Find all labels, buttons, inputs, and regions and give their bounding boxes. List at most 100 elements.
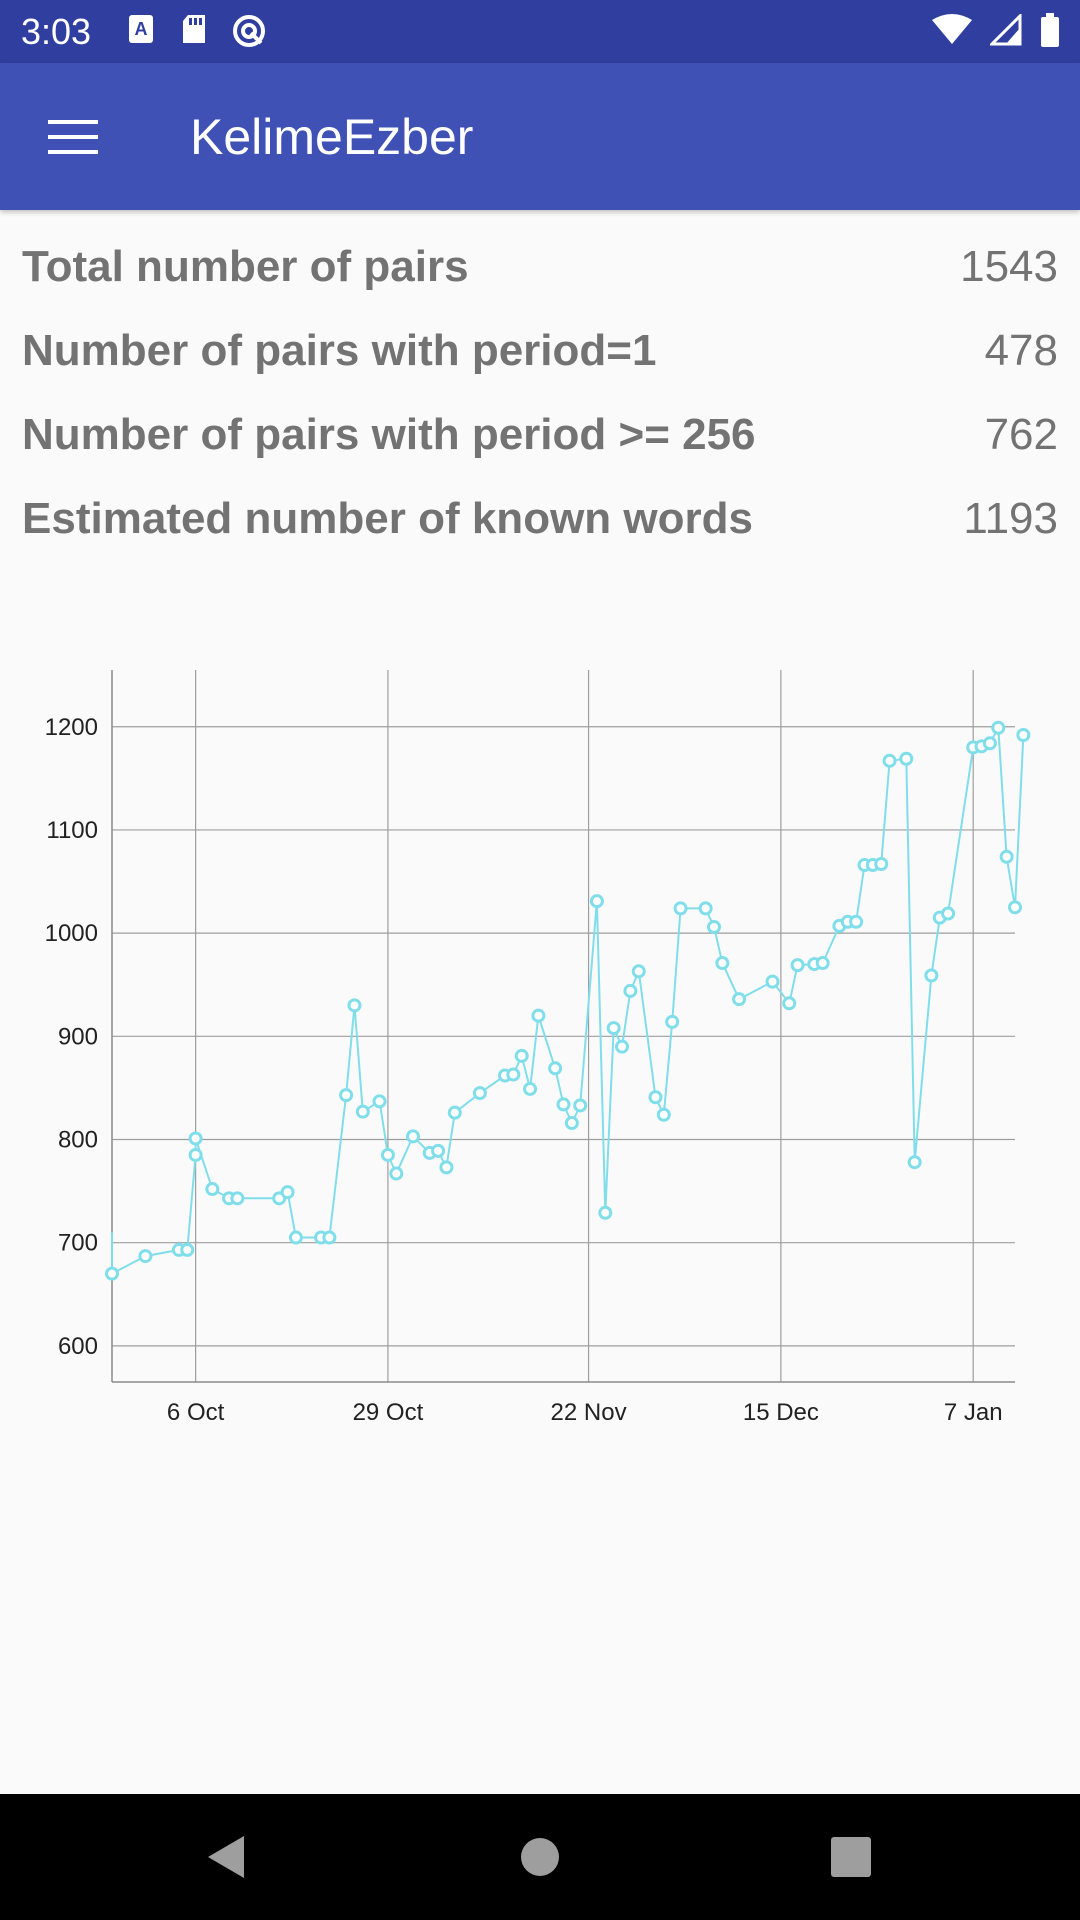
data-point bbox=[514, 1048, 529, 1063]
data-point bbox=[648, 1090, 663, 1105]
app-bar: KelimeEzber bbox=[0, 63, 1080, 210]
data-point bbox=[523, 1081, 538, 1096]
data-point bbox=[815, 956, 830, 971]
data-point bbox=[372, 1094, 387, 1109]
y-tick-label: 900 bbox=[58, 1023, 98, 1050]
data-point bbox=[355, 1104, 370, 1119]
data-point bbox=[899, 751, 914, 766]
known-words-chart[interactable]: 600 700 800 900 1000 1100 1200 6 Oct 29 Oct 22 No… bbox=[0, 640, 1080, 1440]
data-point bbox=[280, 1185, 295, 1200]
sd-card-icon bbox=[183, 15, 205, 43]
data-point bbox=[380, 1147, 395, 1162]
x-tick-label: 6 Oct bbox=[167, 1399, 225, 1426]
data-point bbox=[1008, 900, 1022, 915]
data-point bbox=[573, 1098, 588, 1113]
data-point bbox=[874, 856, 889, 871]
stat-label: Number of pairs with period=1 bbox=[22, 326, 657, 375]
svg-text:A: A bbox=[135, 19, 148, 39]
sync-circle-icon bbox=[233, 15, 265, 47]
menu-button[interactable] bbox=[38, 107, 110, 167]
y-tick-label: 700 bbox=[58, 1230, 98, 1257]
app-title: KelimeEzber bbox=[190, 109, 474, 165]
data-point bbox=[389, 1166, 404, 1181]
stat-value: 1193 bbox=[963, 494, 1058, 543]
recents-square-icon[interactable] bbox=[818, 1824, 884, 1890]
data-point bbox=[606, 1021, 621, 1036]
data-point bbox=[288, 1230, 303, 1245]
wifi-icon bbox=[932, 14, 972, 44]
y-tick-label: 800 bbox=[58, 1127, 98, 1154]
series-line bbox=[111, 724, 1025, 1276]
cell-signal-icon bbox=[990, 14, 1022, 46]
data-point bbox=[732, 992, 747, 1007]
data-point bbox=[322, 1230, 337, 1245]
stat-value: 478 bbox=[984, 326, 1058, 375]
data-point bbox=[188, 1147, 203, 1162]
data-point bbox=[698, 901, 713, 916]
data-point bbox=[656, 1107, 671, 1122]
data-point bbox=[506, 1067, 521, 1082]
data-point bbox=[138, 1249, 153, 1264]
data-point bbox=[180, 1242, 195, 1257]
stat-row-total-pairs: Total number of pairs 1543 bbox=[0, 225, 1080, 309]
y-tick-label: 1100 bbox=[46, 817, 98, 844]
data-point bbox=[230, 1191, 245, 1206]
data-point bbox=[598, 1205, 613, 1220]
stats-list: Total number of pairs 1543 Number of pai… bbox=[0, 225, 1080, 561]
data-point bbox=[615, 1039, 630, 1054]
data-point bbox=[447, 1105, 462, 1120]
chart-svg[interactable]: 600 700 800 900 1000 1100 1200 6 Oct 29 Oct 22 No… bbox=[0, 640, 1080, 1440]
y-tick-label: 1000 bbox=[45, 920, 98, 947]
x-tick-label: 15 Dec bbox=[743, 1399, 819, 1426]
status-bar: 3:03 A bbox=[0, 0, 1080, 63]
battery-icon bbox=[1041, 13, 1059, 47]
a-font-icon: A bbox=[129, 15, 153, 43]
data-point bbox=[924, 968, 939, 983]
data-point bbox=[431, 1143, 446, 1158]
data-point bbox=[631, 964, 646, 979]
data-point bbox=[564, 1115, 579, 1130]
stat-label: Estimated number of known words bbox=[22, 494, 753, 543]
data-point bbox=[439, 1160, 454, 1175]
data-point bbox=[339, 1088, 354, 1103]
navigation-bar bbox=[0, 1794, 1080, 1920]
data-point bbox=[347, 998, 362, 1013]
data-point bbox=[941, 906, 956, 921]
data-point bbox=[882, 753, 897, 768]
data-point bbox=[472, 1086, 487, 1101]
x-tick-label: 29 Oct bbox=[353, 1399, 424, 1426]
x-tick-label: 22 Nov bbox=[551, 1399, 627, 1426]
data-point bbox=[205, 1182, 220, 1197]
data-point bbox=[188, 1131, 203, 1146]
data-point bbox=[982, 736, 997, 751]
status-notification-icons: A bbox=[127, 13, 267, 49]
data-point bbox=[531, 1008, 546, 1023]
data-point bbox=[782, 996, 797, 1011]
data-point bbox=[589, 894, 604, 909]
data-point bbox=[715, 956, 730, 971]
data-point bbox=[548, 1061, 563, 1076]
stat-row-period-1: Number of pairs with period=1 478 bbox=[0, 309, 1080, 393]
stat-label: Total number of pairs bbox=[22, 242, 469, 291]
stat-value: 1543 bbox=[960, 242, 1058, 291]
stat-row-period-256: Number of pairs with period >= 256 762 bbox=[0, 393, 1080, 477]
data-point bbox=[907, 1155, 922, 1170]
x-tick-label: 7 Jan bbox=[944, 1399, 1003, 1426]
data-point bbox=[765, 974, 780, 989]
home-circle-icon[interactable] bbox=[507, 1824, 573, 1890]
data-point bbox=[406, 1129, 420, 1144]
data-point bbox=[999, 849, 1014, 864]
y-tick-label: 600 bbox=[58, 1333, 98, 1360]
data-point bbox=[665, 1014, 680, 1029]
data-point bbox=[991, 720, 1006, 735]
data-point bbox=[623, 983, 638, 998]
y-tick-label: 1200 bbox=[45, 714, 98, 741]
data-point bbox=[673, 901, 688, 916]
data-point bbox=[1016, 728, 1031, 743]
back-triangle-icon[interactable] bbox=[200, 1824, 266, 1890]
status-system-icons bbox=[932, 13, 1060, 47]
data-point bbox=[556, 1097, 571, 1112]
stat-value: 762 bbox=[984, 410, 1058, 459]
data-point bbox=[790, 958, 805, 973]
stat-label: Number of pairs with period >= 256 bbox=[22, 410, 756, 459]
